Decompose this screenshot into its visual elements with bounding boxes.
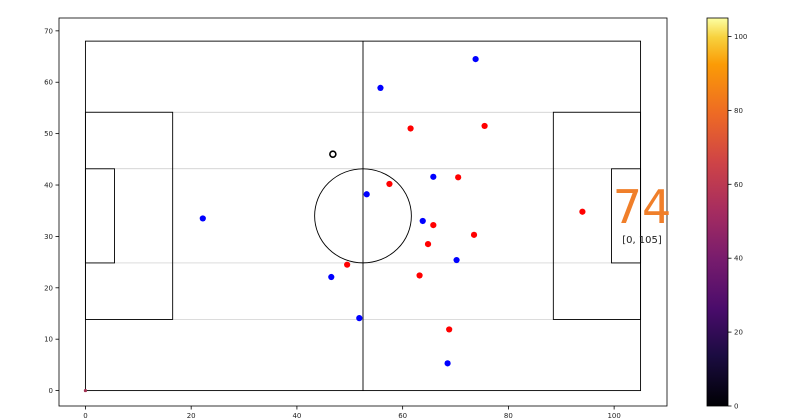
red-player-point	[416, 272, 423, 279]
red-player-point	[446, 326, 453, 333]
player-points	[83, 56, 586, 393]
colorbar-tick-label: 60	[734, 181, 743, 189]
left-penalty-box	[84, 111, 174, 320]
colorbar-tick-label: 40	[734, 255, 743, 263]
plot-frame	[58, 17, 668, 407]
left-six-yard-box	[84, 168, 115, 264]
y-tick-label: 0	[49, 387, 53, 395]
red-player-point	[481, 122, 488, 130]
colorbar	[706, 17, 729, 407]
x-tick-label: 80	[504, 412, 513, 419]
x-tick-label: 100	[607, 412, 620, 419]
red-player-point	[344, 261, 351, 268]
right-six-yard-box	[611, 168, 642, 264]
value-annotation: 74	[612, 180, 672, 234]
blue-player-point	[419, 217, 426, 225]
y-tick-label: 40	[44, 182, 53, 190]
colorbar-tick-label: 80	[734, 107, 743, 115]
blue-player-point	[472, 56, 479, 63]
red-player-point	[430, 222, 437, 229]
center-circle	[314, 168, 412, 264]
x-tick-label: 60	[398, 412, 407, 419]
red-player-point	[424, 241, 432, 248]
blue-player-point	[356, 315, 363, 322]
range-annotation: [0, 105]	[622, 235, 662, 246]
blue-player-point	[377, 84, 384, 91]
ball-marker	[329, 150, 337, 158]
x-tick-label: 20	[187, 412, 196, 419]
red-player-point	[407, 125, 414, 132]
y-tick-label: 20	[44, 284, 53, 292]
colorbar-ticks: 0 20 40 60 80 100	[728, 33, 747, 411]
y-axis-ticks: 0 10 20 30 40 50 60 70	[44, 27, 59, 395]
blue-player-point	[363, 191, 370, 198]
colorbar-tick-label: 0	[734, 403, 738, 411]
red-player-point	[470, 231, 478, 238]
x-tick-label: 40	[292, 412, 301, 419]
origin-marker	[83, 388, 88, 393]
blue-player-point	[430, 173, 437, 180]
y-tick-label: 60	[44, 79, 53, 87]
y-tick-label: 70	[44, 27, 53, 35]
colorbar-tick-label: 20	[734, 329, 743, 337]
y-tick-label: 50	[44, 130, 53, 138]
blue-player-point	[328, 273, 335, 281]
x-axis-ticks: 0 20 40 60 80 100	[83, 406, 621, 419]
red-player-point	[455, 174, 462, 181]
y-tick-label: 10	[44, 336, 53, 344]
x-tick-label: 0	[83, 412, 87, 419]
blue-player-point	[444, 360, 451, 367]
red-player-point	[579, 208, 586, 215]
red-player-point	[386, 180, 393, 188]
blue-player-point	[453, 256, 460, 264]
pitch-lines	[84, 40, 642, 392]
colorbar-tick-label: 100	[734, 33, 747, 41]
y-tick-label: 30	[44, 233, 53, 241]
blue-player-point	[199, 215, 206, 222]
